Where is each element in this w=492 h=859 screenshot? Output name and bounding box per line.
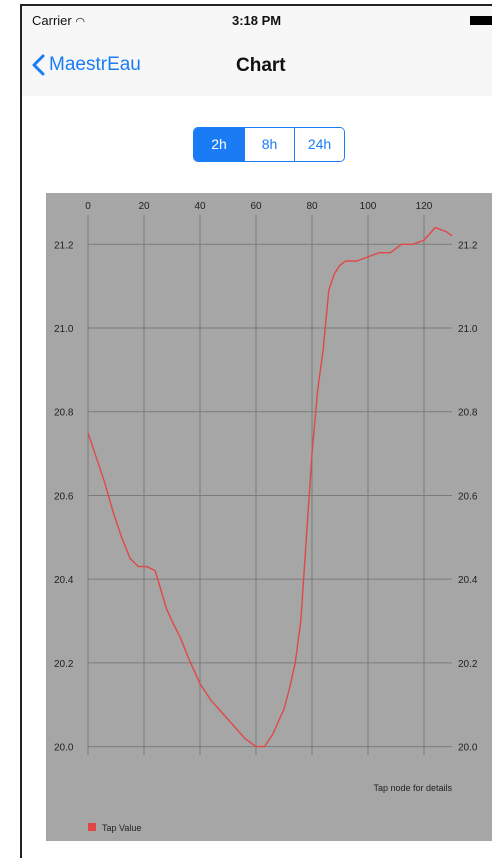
page-title: Chart xyxy=(236,55,286,76)
x-tick-label: 100 xyxy=(360,201,377,212)
series-line-tap-value xyxy=(87,226,453,748)
legend-label: Tap Value xyxy=(102,823,141,833)
chevron-left-icon xyxy=(32,54,45,76)
phone-screen: Carrier ◠ 3:18 PM MaestrEau Chart 2h 8h … xyxy=(20,4,492,858)
y-tick-label-right: 21.0 xyxy=(458,324,478,335)
navigation-bar: MaestrEau Chart xyxy=(22,34,492,96)
y-tick-label-left: 20.6 xyxy=(54,491,74,502)
y-tick-label-right: 21.2 xyxy=(458,240,478,251)
battery-icon xyxy=(470,16,492,25)
y-tick-label-left: 20.8 xyxy=(54,408,74,419)
y-tick-label-left: 20.4 xyxy=(54,575,74,586)
y-tick-label-left: 20.0 xyxy=(54,743,74,754)
segment-24h[interactable]: 24h xyxy=(294,128,344,161)
x-tick-label: 0 xyxy=(85,201,91,212)
x-tick-label: 60 xyxy=(250,201,262,212)
x-tick-label: 20 xyxy=(138,201,150,212)
y-tick-label-right: 20.8 xyxy=(458,408,478,419)
segment-8h[interactable]: 8h xyxy=(244,128,294,161)
status-bar: Carrier ◠ 3:18 PM xyxy=(22,6,492,34)
carrier-label: Carrier ◠ xyxy=(32,13,85,28)
y-tick-label-right: 20.2 xyxy=(458,659,478,670)
y-tick-label-left: 20.2 xyxy=(54,659,74,670)
legend-swatch xyxy=(88,823,96,831)
tap-hint-annotation: Tap node for details xyxy=(373,783,452,793)
x-tick-label: 40 xyxy=(194,201,206,212)
status-time: 3:18 PM xyxy=(232,13,282,28)
segment-2h[interactable]: 2h xyxy=(194,128,244,161)
y-tick-label-left: 21.0 xyxy=(54,324,74,335)
wifi-icon: ◠ xyxy=(75,16,85,28)
y-tick-label-right: 20.6 xyxy=(458,491,478,502)
chart-canvas: 0 20 40 60 80 100 120 20.0 20.0 20.2 20.2 20.4 20.4 2… xyxy=(54,201,478,833)
y-tick-label-right: 20.0 xyxy=(458,743,478,754)
y-tick-label-right: 20.4 xyxy=(458,575,478,586)
x-tick-label: 80 xyxy=(306,201,318,212)
line-chart[interactable]: 0 20 40 60 80 100 120 20.0 20.0 20.2 20.2 20.4 20.4 2… xyxy=(46,193,492,841)
back-label: MaestrEau xyxy=(49,54,141,75)
y-tick-label-left: 21.2 xyxy=(54,240,74,251)
time-range-segmented-control: 2h 8h 24h xyxy=(193,127,345,162)
back-button[interactable]: MaestrEau xyxy=(32,54,141,76)
x-tick-label: 120 xyxy=(416,201,433,212)
